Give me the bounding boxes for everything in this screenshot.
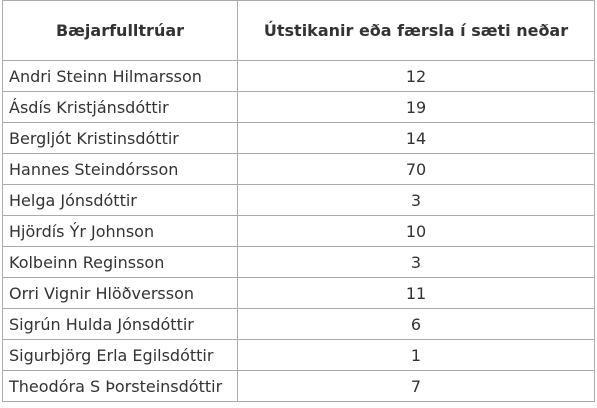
count-cell: 14 (237, 122, 595, 154)
count-cell: 19 (237, 91, 595, 123)
table: Bæjarfulltrúar Útstikanir eða færsla í sæ… (2, 0, 595, 402)
name-cell: Sigrún Hulda Jónsdóttir (2, 308, 238, 340)
count-cell: 10 (237, 215, 595, 247)
name-cell: Hjördís Ýr Johnson (2, 215, 238, 247)
name-cell: Helga Jónsdóttir (2, 184, 238, 216)
count-cell: 3 (237, 246, 595, 278)
name-cell: Hannes Steindórsson (2, 153, 238, 185)
row: Helga Jónsdóttir 3 (2, 184, 595, 216)
row: Ásdís Kristjánsdóttir 19 (2, 91, 595, 123)
count-cell: 11 (237, 277, 595, 309)
row: Theodóra S Þorsteinsdóttir 7 (2, 370, 595, 402)
row: Bergljót Kristinsdóttir 14 (2, 122, 595, 154)
header-row: Bæjarfulltrúar Útstikanir eða færsla í sæ… (2, 0, 595, 61)
name-cell: Sigurbjörg Erla Egilsdóttir (2, 339, 238, 371)
name-cell: Orri Vignir Hlöðversson (2, 277, 238, 309)
name-cell: Andri Steinn Hilmarsson (2, 60, 238, 92)
row: Hannes Steindórsson 70 (2, 153, 595, 185)
row: Hjördís Ýr Johnson 10 (2, 215, 595, 247)
row: Sigrún Hulda Jónsdóttir 6 (2, 308, 595, 340)
count-cell: 12 (237, 60, 595, 92)
count-cell: 70 (237, 153, 595, 185)
count-cell: 3 (237, 184, 595, 216)
count-cell: 7 (237, 370, 595, 402)
count-cell: 6 (237, 308, 595, 340)
table-body: Andri Steinn Hilmarsson 12 Ásdís Kristjáns… (2, 60, 595, 402)
name-cell: Kolbeinn Reginsson (2, 246, 238, 278)
header-cell: Bæjarfulltrúar (2, 0, 238, 61)
row: Andri Steinn Hilmarsson 12 (2, 60, 595, 92)
name-cell: Ásdís Kristjánsdóttir (2, 91, 238, 123)
row: Orri Vignir Hlöðversson 11 (2, 277, 595, 309)
row: Kolbeinn Reginsson 3 (2, 246, 595, 278)
header-cell: Útstikanir eða færsla í sæti neðar (237, 0, 595, 61)
name-cell: Bergljót Kristinsdóttir (2, 122, 238, 154)
name-cell: Theodóra S Þorsteinsdóttir (2, 370, 238, 402)
row: Sigurbjörg Erla Egilsdóttir 1 (2, 339, 595, 371)
count-cell: 1 (237, 339, 595, 371)
